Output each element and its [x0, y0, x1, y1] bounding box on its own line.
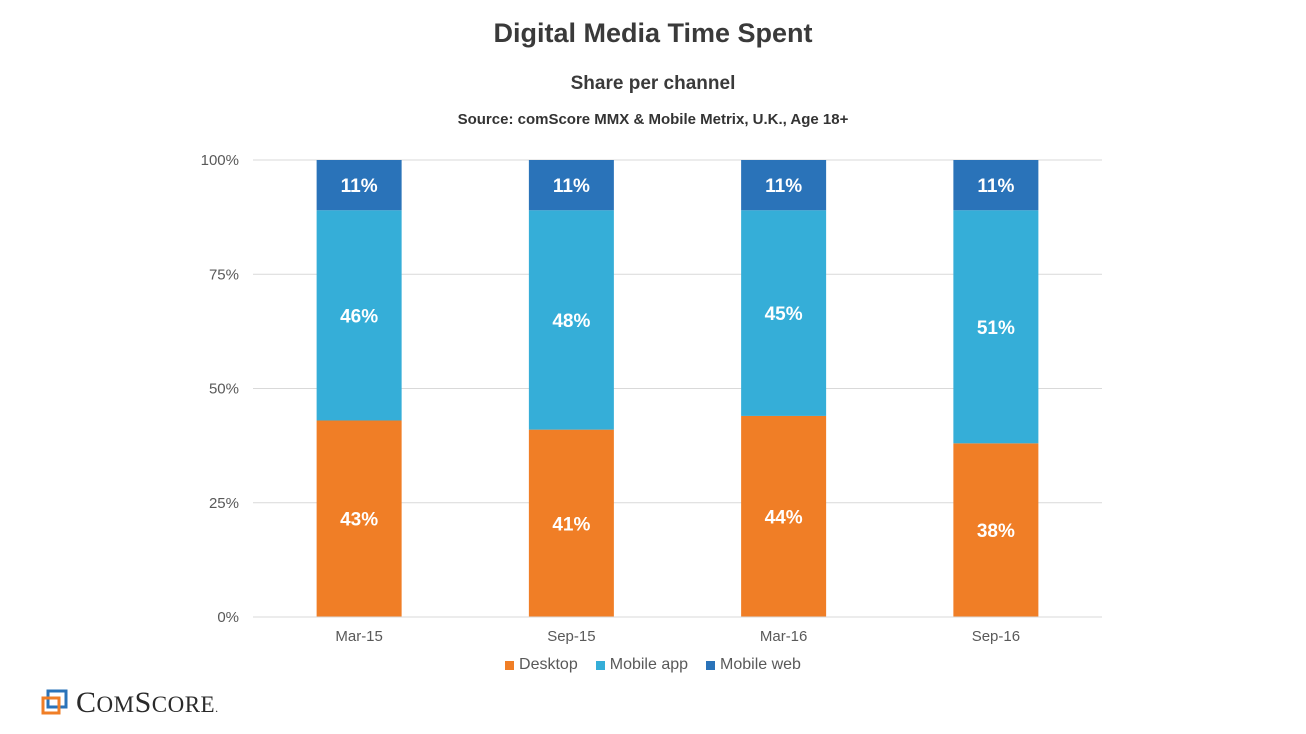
bar-segment [741, 415, 827, 617]
chart-subtitle: Share per channel [570, 73, 736, 94]
data-label: 11% [341, 176, 378, 197]
data-label: 11% [977, 176, 1014, 197]
legend-label: Desktop [519, 656, 578, 673]
legend-item: Desktop [505, 656, 578, 674]
x-tick-label: Mar-15 [335, 628, 383, 645]
bar-segment [741, 210, 827, 416]
legend-swatch [505, 660, 515, 670]
x-tick-label: Sep-16 [972, 628, 1020, 645]
legend-label: Mobile app [609, 656, 689, 673]
chart-title: Digital Media Time Spent [493, 18, 813, 48]
data-label: 38% [977, 521, 1015, 542]
bar-segment [741, 160, 827, 211]
y-tick-label: 100% [201, 152, 239, 169]
data-label: 41% [552, 514, 590, 535]
data-label: 44% [765, 507, 803, 528]
bar-segment [953, 160, 1039, 211]
x-tick-label: Mar-16 [760, 628, 808, 645]
legend-item: Mobile web [706, 656, 801, 674]
bar-segment [316, 210, 402, 421]
data-label: 11% [765, 176, 802, 197]
y-tick-label: 75% [209, 266, 239, 283]
comscore-logo-text: COMSCORE. [76, 686, 219, 719]
bar-segment [528, 210, 614, 430]
bar-segment [528, 160, 614, 211]
data-label: 45% [765, 304, 803, 325]
data-label: 48% [552, 311, 590, 332]
legend-swatch [595, 660, 605, 670]
y-tick-label: 25% [209, 495, 239, 512]
chart-legend: Desktop Mobile app Mobile web [0, 656, 1306, 674]
comscore-logo-icon [41, 689, 68, 715]
chart-source: Source: comScore MMX & Mobile Metrix, U.… [457, 111, 849, 128]
data-label: 43% [340, 510, 378, 531]
bar-segment [316, 420, 402, 617]
data-label: 11% [553, 176, 590, 197]
bar-segment [953, 210, 1039, 444]
data-label: 51% [977, 318, 1015, 339]
comscore-logo: COMSCORE. [40, 686, 219, 720]
legend-label: Mobile web [720, 656, 801, 673]
legend-item: Mobile app [595, 656, 689, 674]
bar-segment [953, 443, 1039, 617]
y-tick-label: 50% [209, 381, 239, 398]
y-tick-label: 0% [217, 609, 239, 626]
bar-segment [316, 160, 402, 211]
bar-segment [528, 429, 614, 617]
data-label: 46% [340, 306, 378, 327]
stacked-bar-chart: 0% 25% 50% 75% 100% 43% 46% 11% Mar-15 41% 48% 11% S… [201, 152, 1102, 645]
x-tick-label: Sep-15 [547, 628, 595, 645]
legend-swatch [706, 660, 716, 670]
